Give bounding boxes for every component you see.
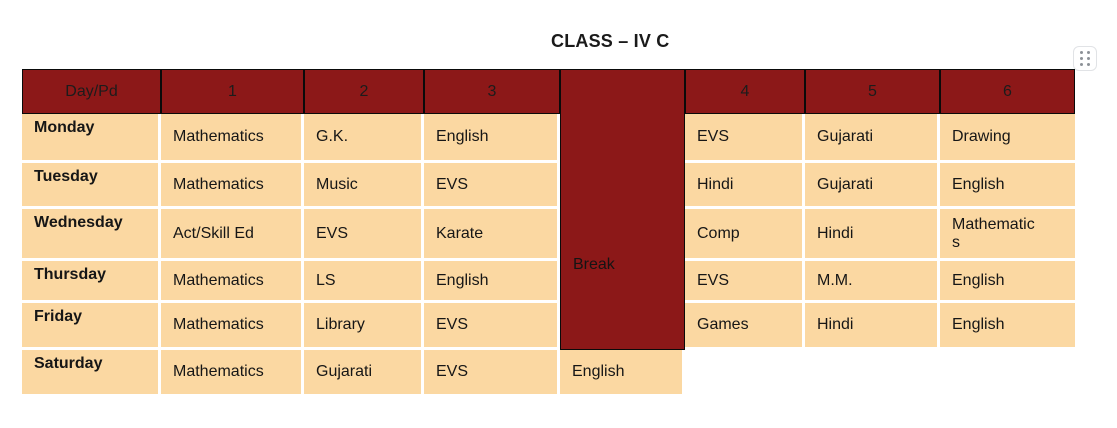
subject-cell[interactable]: English — [940, 261, 1075, 303]
subject-cell[interactable]: Hindi — [685, 163, 805, 209]
header-period-5[interactable]: 5 — [805, 69, 940, 114]
subject-cell[interactable]: Music — [304, 163, 424, 209]
header-period-3[interactable]: 3 — [424, 69, 560, 114]
table-row-wednesday: Wednesday Act/Skill Ed EVS Karate Comp H… — [22, 209, 1075, 261]
subject-cell[interactable]: Hindi — [805, 303, 940, 350]
day-cell[interactable]: Monday — [22, 114, 161, 163]
table-row-monday: Monday Mathematics G.K. English EVS Guja… — [22, 114, 1075, 163]
page-title[interactable]: CLASS – IV C — [551, 31, 670, 51]
header-period-2[interactable]: 2 — [304, 69, 424, 114]
break-column[interactable]: Break — [560, 69, 685, 350]
subject-cell[interactable]: Mathematics — [161, 261, 304, 303]
timetable: Day/Pd 1 2 3 Break 4 5 6 Monday Mathemat… — [22, 69, 1075, 397]
header-row: Day/Pd 1 2 3 Break 4 5 6 — [22, 69, 1075, 350]
header-period-1[interactable]: 1 — [161, 69, 304, 114]
empty-cell — [685, 350, 805, 397]
header-period-4[interactable]: 4 — [685, 69, 805, 114]
subject-cell[interactable]: Games — [685, 303, 805, 350]
day-cell[interactable]: Friday — [22, 303, 161, 350]
header-day-pd[interactable]: Day/Pd — [22, 69, 161, 114]
subject-cell[interactable]: English — [424, 114, 560, 163]
empty-cell — [805, 350, 940, 397]
subject-cell[interactable]: EVS — [424, 303, 560, 350]
subject-cell[interactable]: EVS — [424, 350, 560, 397]
subject-cell-break-slot[interactable]: English — [560, 350, 685, 397]
subject-cell[interactable]: Mathematics — [161, 163, 304, 209]
subject-cell[interactable]: LS — [304, 261, 424, 303]
subject-cell[interactable]: Act/Skill Ed — [161, 209, 304, 261]
subject-cell[interactable]: EVS — [685, 114, 805, 163]
subject-cell[interactable]: Gujarati — [805, 114, 940, 163]
drag-handle-button[interactable] — [1073, 46, 1097, 71]
subject-cell[interactable]: Hindi — [805, 209, 940, 261]
day-cell[interactable]: Wednesday — [22, 209, 161, 261]
table-row-saturday: Saturday Mathematics Gujarati EVS Englis… — [22, 350, 1075, 397]
subject-cell[interactable]: Gujarati — [304, 350, 424, 397]
subject-cell[interactable]: EVS — [685, 261, 805, 303]
subject-cell[interactable]: G.K. — [304, 114, 424, 163]
subject-cell[interactable]: English — [424, 261, 560, 303]
table-row-tuesday: Tuesday Mathematics Music EVS Hindi Guja… — [22, 163, 1075, 209]
grid-dots-icon — [1080, 51, 1090, 66]
subject-cell[interactable]: English — [940, 163, 1075, 209]
subject-cell[interactable]: Mathematics — [161, 350, 304, 397]
header-period-6[interactable]: 6 — [940, 69, 1075, 114]
subject-cell[interactable]: Gujarati — [805, 163, 940, 209]
empty-cell — [940, 350, 1075, 397]
table-row-friday: Friday Mathematics Library EVS Games Hin… — [22, 303, 1075, 350]
subject-cell[interactable]: EVS — [304, 209, 424, 261]
subject-cell[interactable]: Mathematics — [161, 303, 304, 350]
day-cell[interactable]: Thursday — [22, 261, 161, 303]
day-cell[interactable]: Tuesday — [22, 163, 161, 209]
subject-cell[interactable]: Mathematics — [161, 114, 304, 163]
subject-cell[interactable]: English — [940, 303, 1075, 350]
table-row-thursday: Thursday Mathematics LS English EVS M.M.… — [22, 261, 1075, 303]
day-cell[interactable]: Saturday — [22, 350, 161, 397]
subject-cell[interactable]: Comp — [685, 209, 805, 261]
subject-cell[interactable]: M.M. — [805, 261, 940, 303]
subject-cell[interactable]: Library — [304, 303, 424, 350]
subject-cell[interactable]: EVS — [424, 163, 560, 209]
subject-cell[interactable]: Mathematics — [940, 209, 1075, 261]
subject-cell[interactable]: Drawing — [940, 114, 1075, 163]
subject-cell[interactable]: Karate — [424, 209, 560, 261]
